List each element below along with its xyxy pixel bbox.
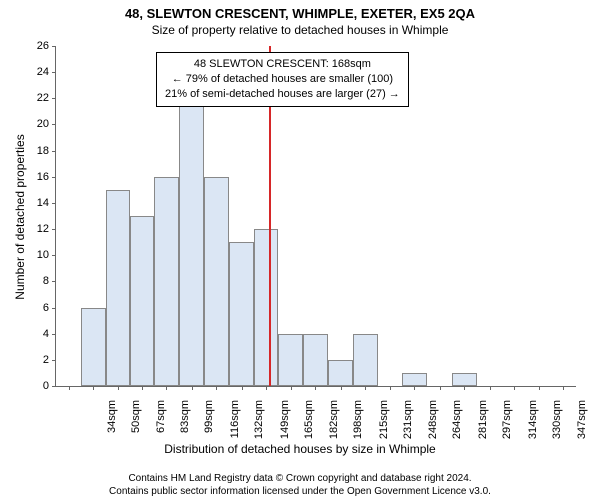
xtick-mark xyxy=(69,386,70,390)
xtick-mark xyxy=(118,386,119,390)
histogram-bar xyxy=(229,242,254,386)
ytick-mark xyxy=(52,255,56,256)
xtick-label: 297sqm xyxy=(501,400,513,450)
callout-box: 48 SLEWTON CRESCENT: 168sqm← 79% of deta… xyxy=(156,52,409,107)
ytick-mark xyxy=(52,46,56,47)
xtick-mark xyxy=(166,386,167,390)
ytick-label: 26 xyxy=(0,40,49,52)
ytick-label: 18 xyxy=(0,145,49,157)
xtick-mark xyxy=(341,386,342,390)
xtick-label: 215sqm xyxy=(378,400,390,450)
property-size-histogram: 48, SLEWTON CRESCENT, WHIMPLE, EXETER, E… xyxy=(0,0,600,500)
ytick-label: 20 xyxy=(0,118,49,130)
ytick-mark xyxy=(52,124,56,125)
ytick-mark xyxy=(52,386,56,387)
footer-line-1: Contains HM Land Registry data © Crown c… xyxy=(0,473,600,486)
ytick-mark xyxy=(52,281,56,282)
histogram-bar xyxy=(402,373,427,386)
xtick-mark xyxy=(93,386,94,390)
ytick-label: 6 xyxy=(0,302,49,314)
plot-area: 48 SLEWTON CRESCENT: 168sqm← 79% of deta… xyxy=(55,46,576,387)
xtick-mark xyxy=(414,386,415,390)
xtick-label: 116sqm xyxy=(229,400,241,450)
callout-line1: 48 SLEWTON CRESCENT: 168sqm xyxy=(165,57,400,72)
ytick-mark xyxy=(52,98,56,99)
histogram-bar xyxy=(303,334,328,386)
xtick-mark xyxy=(266,386,267,390)
xtick-label: 165sqm xyxy=(303,400,315,450)
ytick-mark xyxy=(52,151,56,152)
chart-title: 48, SLEWTON CRESCENT, WHIMPLE, EXETER, E… xyxy=(0,0,600,21)
histogram-bar xyxy=(328,360,353,386)
xtick-mark xyxy=(490,386,491,390)
histogram-bar xyxy=(130,216,154,386)
ytick-mark xyxy=(52,308,56,309)
ytick-mark xyxy=(52,72,56,73)
callout-line2: ← 79% of detached houses are smaller (10… xyxy=(165,72,400,87)
xtick-label: 198sqm xyxy=(352,400,364,450)
xtick-label: 83sqm xyxy=(179,400,191,450)
ytick-label: 12 xyxy=(0,223,49,235)
xtick-label: 99sqm xyxy=(203,400,215,450)
chart-subtitle: Size of property relative to detached ho… xyxy=(0,23,600,37)
histogram-bar xyxy=(204,177,229,386)
histogram-bar xyxy=(278,334,303,386)
xtick-mark xyxy=(291,386,292,390)
xtick-mark xyxy=(539,386,540,390)
ytick-label: 4 xyxy=(0,328,49,340)
histogram-bar xyxy=(452,373,477,386)
ytick-label: 14 xyxy=(0,197,49,209)
histogram-bar xyxy=(179,98,204,386)
xtick-label: 281sqm xyxy=(477,400,489,450)
ytick-label: 24 xyxy=(0,66,49,78)
xtick-label: 231sqm xyxy=(402,400,414,450)
ytick-label: 0 xyxy=(0,380,49,392)
xtick-mark xyxy=(142,386,143,390)
ytick-label: 22 xyxy=(0,92,49,104)
xtick-mark xyxy=(216,386,217,390)
histogram-bar xyxy=(254,229,279,386)
xtick-label: 149sqm xyxy=(279,400,291,450)
xtick-mark xyxy=(390,386,391,390)
xtick-mark xyxy=(365,386,366,390)
ytick-mark xyxy=(52,334,56,335)
callout-line3: 21% of semi-detached houses are larger (… xyxy=(165,87,400,102)
ytick-mark xyxy=(52,229,56,230)
ytick-mark xyxy=(52,203,56,204)
xtick-label: 248sqm xyxy=(427,400,439,450)
histogram-bar xyxy=(81,308,106,386)
xtick-label: 264sqm xyxy=(451,400,463,450)
histogram-bar xyxy=(154,177,179,386)
ytick-label: 2 xyxy=(0,354,49,366)
xtick-mark xyxy=(514,386,515,390)
xtick-label: 50sqm xyxy=(130,400,142,450)
histogram-bar xyxy=(353,334,378,386)
ytick-mark xyxy=(52,360,56,361)
xtick-mark xyxy=(440,386,441,390)
xtick-label: 330sqm xyxy=(551,400,563,450)
xtick-label: 347sqm xyxy=(576,400,588,450)
ytick-label: 8 xyxy=(0,275,49,287)
footer-line-2: Contains public sector information licen… xyxy=(0,486,600,499)
ytick-mark xyxy=(52,177,56,178)
histogram-bar xyxy=(106,190,131,386)
xtick-label: 34sqm xyxy=(106,400,118,450)
xtick-label: 67sqm xyxy=(155,400,167,450)
xtick-mark xyxy=(242,386,243,390)
ytick-label: 16 xyxy=(0,171,49,183)
ytick-label: 10 xyxy=(0,249,49,261)
xtick-mark xyxy=(563,386,564,390)
xtick-mark xyxy=(464,386,465,390)
attribution-footer: Contains HM Land Registry data © Crown c… xyxy=(0,473,600,498)
xtick-label: 182sqm xyxy=(328,400,340,450)
xtick-mark xyxy=(315,386,316,390)
xtick-label: 314sqm xyxy=(527,400,539,450)
xtick-mark xyxy=(192,386,193,390)
xtick-label: 132sqm xyxy=(253,400,265,450)
